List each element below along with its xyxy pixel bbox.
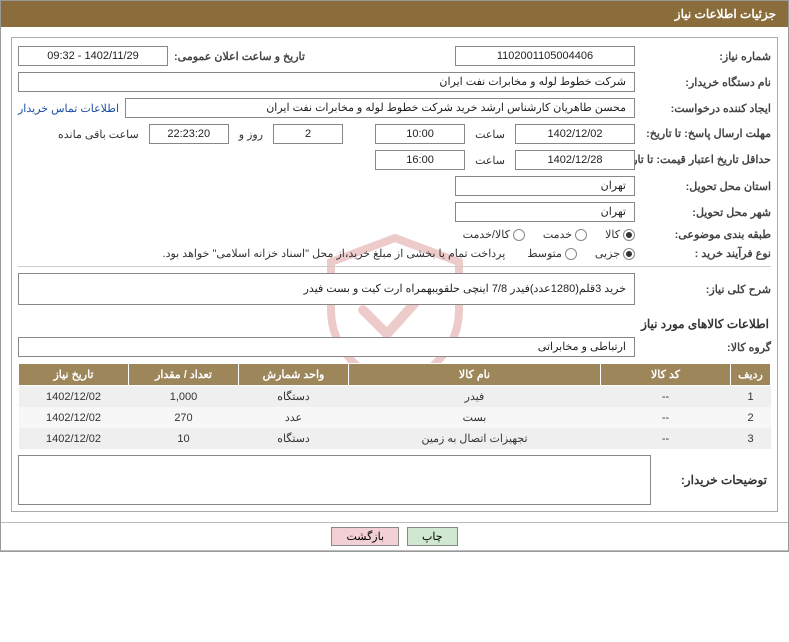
table-cell: 2: [731, 407, 771, 428]
radio-dot-checked: [623, 229, 635, 241]
print-button[interactable]: چاپ: [407, 527, 458, 546]
table-cell: 1,000: [129, 386, 239, 408]
table-cell: 1402/12/02: [19, 386, 129, 408]
radio-service[interactable]: خدمت: [543, 228, 587, 241]
table-header: تاریخ نیاز: [19, 364, 129, 386]
radio-dot-checked: [623, 248, 635, 260]
table-row: 2--بستعدد2701402/12/02: [19, 407, 771, 428]
announce-value: 1402/11/29 - 09:32: [18, 46, 168, 66]
time-label-2: ساعت: [471, 154, 509, 167]
radio-goods-label: کالا: [605, 228, 620, 241]
table-row: 1--فیدردستگاه1,0001402/12/02: [19, 386, 771, 408]
desc-label: شرح کلی نیاز:: [641, 283, 771, 296]
table-cell: --: [601, 386, 731, 408]
radio-medium[interactable]: متوسط: [527, 247, 577, 260]
table-cell: --: [601, 407, 731, 428]
group-label: گروه کالا:: [641, 341, 771, 354]
table-cell: --: [601, 428, 731, 449]
table-header: واحد شمارش: [239, 364, 349, 386]
radio-dot: [565, 248, 577, 260]
buyer-notes-label: توضیحات خریدار:: [651, 455, 771, 505]
announce-label: تاریخ و ساعت اعلان عمومی:: [174, 50, 305, 63]
creator-value: محسن طاهریان کارشناس ارشد خرید شرکت خطوط…: [125, 98, 635, 118]
deadline-reply-time: 10:00: [375, 124, 465, 144]
group-value: ارتباطی و مخابراتی: [18, 337, 635, 357]
radio-medium-label: متوسط: [527, 247, 562, 260]
price-valid-date: 1402/12/28: [515, 150, 635, 170]
table-cell: 270: [129, 407, 239, 428]
table-cell: فیدر: [349, 386, 601, 408]
panel-body: شماره نیاز: 1102001105004406 تاریخ و ساع…: [11, 37, 778, 512]
process-label: نوع فرآیند خرید :: [641, 247, 771, 260]
radio-service-label: خدمت: [543, 228, 572, 241]
footer-buttons: چاپ بازگشت: [1, 522, 788, 551]
table-cell: 1402/12/02: [19, 428, 129, 449]
buyer-notes-box: [18, 455, 651, 505]
radio-small[interactable]: جزیی: [595, 247, 635, 260]
details-panel: جزئیات اطلاعات نیاز شماره نیاز: 11020011…: [0, 0, 789, 552]
buyer-contact-link[interactable]: اطلاعات تماس خریدار: [18, 102, 119, 115]
radio-goods-service[interactable]: کالا/خدمت: [463, 228, 525, 241]
table-cell: 1402/12/02: [19, 407, 129, 428]
category-label: طبقه بندی موضوعی:: [641, 228, 771, 241]
province-label: استان محل تحویل:: [641, 180, 771, 193]
remaining-post-label: ساعت باقی مانده: [54, 128, 143, 141]
deadline-reply-label: مهلت ارسال پاسخ: تا تاریخ:: [641, 128, 771, 140]
desc-value: خرید 3قلم(1280عدد)فیدر 7/8 اینچی حلقویبه…: [18, 273, 635, 305]
table-header: کد کالا: [601, 364, 731, 386]
table-cell: دستگاه: [239, 428, 349, 449]
radio-dot: [513, 229, 525, 241]
table-row: 3--تجهیزات اتصال به زمیندستگاه101402/12/…: [19, 428, 771, 449]
radio-dot: [575, 229, 587, 241]
process-note: پرداخت تمام یا بخشی از مبلغ خرید،از محل …: [18, 247, 509, 260]
price-valid-label: حداقل تاریخ اعتبار قیمت: تا تاریخ:: [641, 154, 771, 166]
table-cell: عدد: [239, 407, 349, 428]
days-mid-label: روز و: [235, 128, 267, 141]
table-header: تعداد / مقدار: [129, 364, 239, 386]
table-cell: 10: [129, 428, 239, 449]
days-remaining: 2: [273, 124, 343, 144]
table-cell: 3: [731, 428, 771, 449]
table-cell: تجهیزات اتصال به زمین: [349, 428, 601, 449]
table-cell: دستگاه: [239, 386, 349, 408]
city-label: شهر محل تحویل:: [641, 206, 771, 219]
separator: [18, 266, 771, 267]
province-value: تهران: [455, 176, 635, 196]
time-label-1: ساعت: [471, 128, 509, 141]
panel-title: جزئیات اطلاعات نیاز: [1, 1, 788, 27]
items-table: ردیفکد کالانام کالاواحد شمارشتعداد / مقد…: [18, 363, 771, 449]
buyer-dev-label: نام دستگاه خریدار:: [641, 76, 771, 89]
remaining-time: 22:23:20: [149, 124, 229, 144]
table-cell: بست: [349, 407, 601, 428]
price-valid-time: 16:00: [375, 150, 465, 170]
table-header: نام کالا: [349, 364, 601, 386]
radio-small-label: جزیی: [595, 247, 620, 260]
radio-goods-service-label: کالا/خدمت: [463, 228, 510, 241]
creator-label: ایجاد کننده درخواست:: [641, 102, 771, 115]
need-no-label: شماره نیاز:: [641, 50, 771, 63]
radio-goods[interactable]: کالا: [605, 228, 635, 241]
deadline-reply-date: 1402/12/02: [515, 124, 635, 144]
goods-info-title: اطلاعات کالاهای مورد نیاز: [18, 311, 771, 337]
back-button[interactable]: بازگشت: [331, 527, 399, 546]
table-cell: 1: [731, 386, 771, 408]
buyer-dev-value: شرکت خطوط لوله و مخابرات نفت ایران: [18, 72, 635, 92]
need-no-value: 1102001105004406: [455, 46, 635, 66]
table-header: ردیف: [731, 364, 771, 386]
city-value: تهران: [455, 202, 635, 222]
